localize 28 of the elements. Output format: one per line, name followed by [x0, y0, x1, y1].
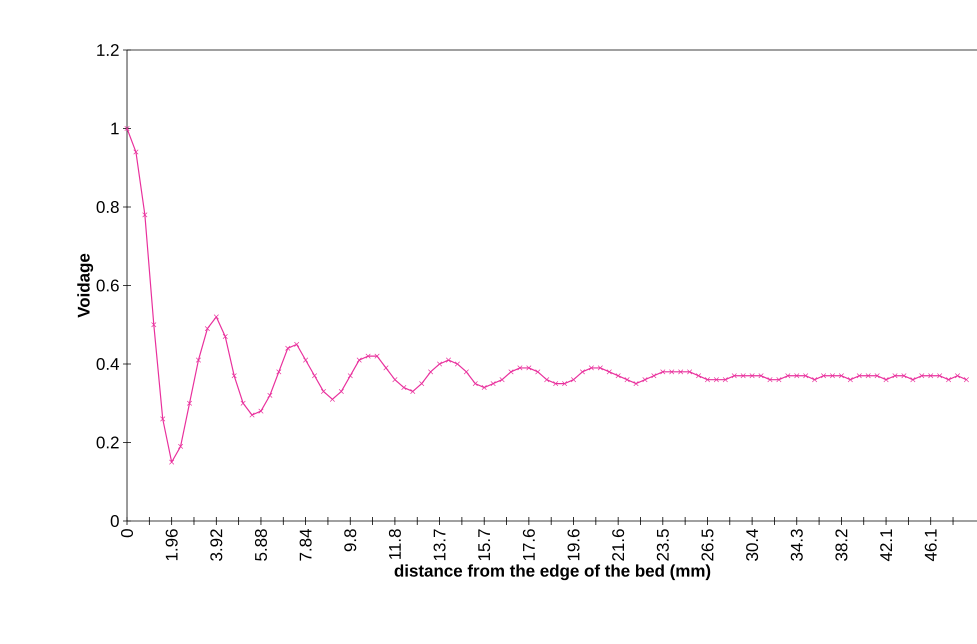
x-tick-label: 21.6 — [612, 529, 624, 561]
y-tick-label: 1 — [111, 122, 119, 134]
y-tick-label: 0.2 — [96, 436, 119, 448]
y-tick-label: 1.2 — [97, 44, 119, 56]
x-tick-label: 30.4 — [746, 529, 758, 561]
x-tick-label: 19.6 — [568, 529, 580, 560]
y-tick-label: 0 — [110, 514, 119, 527]
x-tick-label: 11.8 — [388, 529, 401, 559]
x-tick-label: 7.84 — [300, 529, 312, 561]
x-tick-label: 38.2 — [835, 529, 848, 561]
x-axis-title: distance from the edge of the bed (mm) — [394, 564, 710, 580]
x-tick-label: 9.8 — [344, 529, 356, 552]
x-tick-label: 34.3 — [790, 529, 803, 561]
x-tick-label: 0 — [121, 529, 134, 538]
x-tick-label: 46.1 — [924, 529, 937, 562]
x-tick-label: 13.7 — [434, 529, 446, 560]
x-tick-label: 42.1 — [880, 529, 892, 562]
y-tick-label: 0.4 — [96, 358, 119, 370]
x-tick-label: 23.5 — [656, 529, 669, 561]
y-tick-label: 0.8 — [96, 200, 119, 213]
x-tick-label: 3.92 — [210, 529, 222, 561]
y-tick-label: 0.6 — [96, 279, 119, 292]
x-tick-label: 5.88 — [254, 529, 267, 561]
x-tick-label: 26.5 — [701, 529, 714, 561]
y-axis-title: Voidage — [77, 254, 94, 318]
x-tick-label: 1.96 — [166, 529, 178, 560]
x-tick-label: 17.6 — [522, 529, 535, 560]
x-tick-label: 15.7 — [478, 529, 490, 560]
